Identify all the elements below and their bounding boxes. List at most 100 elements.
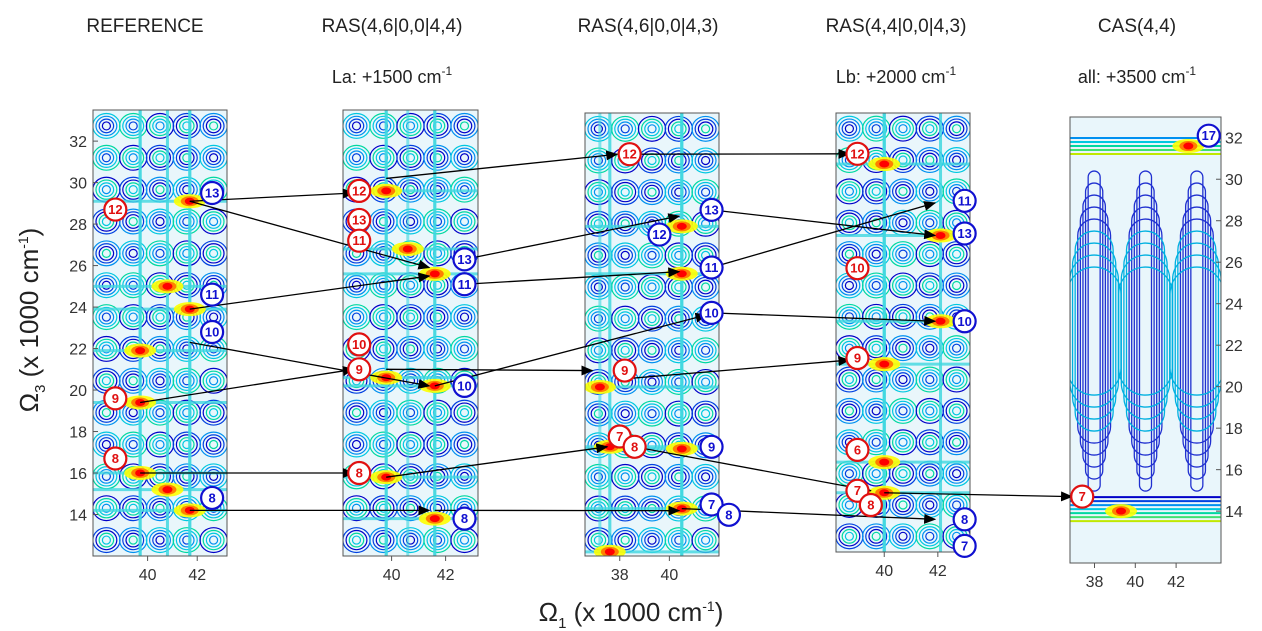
contour-ring xyxy=(951,249,962,259)
contour-ring xyxy=(647,314,657,324)
panel-title: RAS(4,6|0,0|4,4) xyxy=(322,16,463,37)
contour-ring xyxy=(942,397,970,424)
state-circle xyxy=(200,319,225,345)
contour-ring xyxy=(459,439,470,450)
contour-ring xyxy=(891,306,914,328)
state-number: 8 xyxy=(356,466,363,481)
y-tick-label: 24 xyxy=(69,300,87,317)
contour-ring xyxy=(199,527,227,554)
contour-ring xyxy=(179,468,195,484)
contour-ring xyxy=(351,535,362,545)
contour-ring xyxy=(644,311,660,327)
contour-ring xyxy=(450,335,478,362)
peak-marker xyxy=(418,266,451,281)
contour-ring xyxy=(122,306,145,328)
contour-ring xyxy=(945,243,968,265)
y-axis-close: ) xyxy=(14,228,44,237)
contour-ring xyxy=(697,374,714,390)
contour-ring xyxy=(865,275,888,296)
contour-ring xyxy=(98,468,115,484)
contour-ring xyxy=(647,124,657,134)
contour-loop xyxy=(1077,218,1112,444)
contour-ring xyxy=(155,248,165,258)
contour-loop xyxy=(1133,194,1158,468)
contour-ring xyxy=(402,500,419,516)
panels-layer: REFERENCE 40 42 14 16 18 20 22 24 26 28 30 32 RAS(4,6… xyxy=(69,16,1243,591)
contour-ring xyxy=(697,342,714,358)
contour-ring xyxy=(345,306,368,328)
contour-ring xyxy=(700,124,711,134)
contour-ring xyxy=(644,184,660,200)
contour-ring xyxy=(898,343,908,353)
state-number: 9 xyxy=(112,391,119,406)
contour-ring xyxy=(453,147,476,168)
contour-ring xyxy=(175,370,198,391)
contour-ring xyxy=(98,500,115,516)
contour-ring xyxy=(951,374,962,385)
blue-state-label: 13 xyxy=(952,221,977,246)
state-number: 10 xyxy=(205,324,219,339)
contour-ring xyxy=(450,208,478,235)
contour-ring xyxy=(921,340,938,356)
contour-ring xyxy=(450,112,478,139)
contour-ring xyxy=(614,529,637,551)
panel-subtitle-text: La: +1500 cm xyxy=(332,67,442,87)
contour-ring xyxy=(871,249,881,259)
peak-marker xyxy=(1172,139,1205,154)
contour-ring xyxy=(694,529,717,551)
blue-state-label: 17 xyxy=(1196,123,1221,148)
contour-ring xyxy=(122,434,145,455)
contour-ring xyxy=(921,403,938,419)
contour-ring xyxy=(155,439,165,450)
contour-ring xyxy=(179,118,195,134)
contour-loop xyxy=(1169,266,1221,396)
contour-ring xyxy=(199,367,227,394)
contour-ring xyxy=(948,121,965,137)
contour-ring xyxy=(898,186,908,196)
state-number: 12 xyxy=(622,147,636,162)
contour-loop xyxy=(1190,170,1204,492)
state-circle xyxy=(647,222,672,247)
contour-ring xyxy=(925,249,935,259)
y-tick-label: 20 xyxy=(69,383,87,400)
contour-ring xyxy=(372,243,395,264)
labels-layer: 1298131110812131110981311108129781312111… xyxy=(103,123,1221,558)
contour-loop xyxy=(1177,230,1217,432)
y-tick-label: 16 xyxy=(1225,463,1243,480)
contour-ring xyxy=(838,306,861,328)
contour-ring xyxy=(175,338,198,360)
contour-ring xyxy=(205,437,222,452)
contour-ring xyxy=(951,343,962,353)
contour-ring xyxy=(898,280,908,291)
contour-ring xyxy=(891,337,914,359)
peak-core xyxy=(162,486,173,494)
peak-marker xyxy=(151,482,184,497)
state-circle xyxy=(845,437,870,463)
blue-state-label: 12 xyxy=(647,222,672,247)
contour-ring xyxy=(175,211,198,232)
contour-ring xyxy=(399,529,422,551)
peak-core xyxy=(1116,507,1127,515)
state-number: 10 xyxy=(957,314,971,329)
contour-ring xyxy=(175,529,198,551)
state-number: 7 xyxy=(1079,489,1086,504)
contour-ring xyxy=(895,183,911,199)
y-axis-label: Ω3 (x 1000 cm-1) xyxy=(14,228,49,413)
contour-ring xyxy=(898,374,908,385)
contour-loop xyxy=(1082,194,1107,468)
contour-ring xyxy=(895,372,911,387)
contour-ring xyxy=(426,402,449,423)
blue-state-label: 8 xyxy=(452,506,477,531)
contour-ring xyxy=(895,278,911,293)
state-circle xyxy=(699,434,724,459)
y-tick-label: 26 xyxy=(69,259,87,276)
contour-ring xyxy=(345,147,368,168)
contour-ring xyxy=(895,309,911,325)
contour-loop xyxy=(1071,242,1117,420)
contour-ring xyxy=(942,272,970,299)
peak-marker xyxy=(124,343,157,358)
state-circle xyxy=(699,255,724,280)
peak-core xyxy=(429,515,440,523)
contour-ring xyxy=(456,118,473,134)
contour-ring xyxy=(205,214,222,229)
